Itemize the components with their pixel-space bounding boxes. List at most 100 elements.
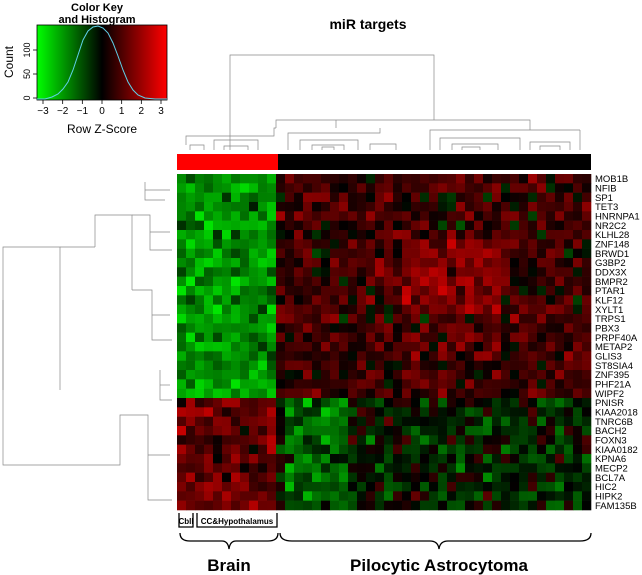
- heatmap-cell: [276, 230, 286, 240]
- heatmap-cell: [204, 370, 214, 380]
- heatmap-cell: [555, 472, 565, 483]
- heatmap-cell: [348, 379, 358, 389]
- heatmap-cell: [492, 174, 502, 184]
- heatmap-cell: [411, 304, 421, 315]
- heatmap-cell: [222, 472, 232, 483]
- heatmap-cell: [240, 416, 250, 427]
- heatmap-cell: [267, 426, 277, 436]
- heatmap-cell: [321, 454, 331, 464]
- heatmap-cell: [411, 370, 421, 380]
- heatmap-cell: [186, 351, 196, 361]
- heatmap-cell: [312, 379, 322, 389]
- chart-title: miR targets: [329, 16, 406, 32]
- heatmap-cell: [249, 183, 259, 193]
- heatmap-cell: [177, 248, 187, 259]
- heatmap-cell: [204, 174, 214, 184]
- heatmap-cell: [411, 388, 421, 399]
- heatmap-cell: [483, 435, 493, 445]
- heatmap-cell: [312, 220, 322, 231]
- heatmap-cell: [510, 286, 520, 296]
- heatmap-cell: [366, 500, 376, 511]
- heatmap-cell: [213, 211, 223, 221]
- heatmap-cell: [240, 248, 250, 259]
- color-key-x-tick-label: −3: [37, 106, 49, 117]
- column-group-colorbar: [177, 154, 591, 170]
- heatmap-cell: [348, 267, 358, 277]
- heatmap-cell: [357, 472, 367, 483]
- heatmap-cell: [357, 454, 367, 464]
- heatmap-cell: [582, 435, 592, 445]
- heatmap-cell: [312, 314, 322, 324]
- heatmap-cell: [492, 286, 502, 296]
- heatmap-cell: [474, 220, 484, 231]
- heatmap-cell: [510, 258, 520, 268]
- heatmap-cell: [330, 192, 340, 203]
- heatmap-cell: [519, 192, 529, 203]
- heatmap-cell: [429, 323, 439, 333]
- heatmap-cell: [231, 174, 241, 184]
- heatmap-cell: [375, 482, 385, 492]
- heatmap-cell: [519, 435, 529, 445]
- heatmap-cell: [231, 379, 241, 389]
- heatmap-cell: [276, 248, 286, 259]
- heatmap-cell: [465, 183, 475, 193]
- heatmap-cell: [384, 258, 394, 268]
- heatmap-cell: [438, 463, 448, 473]
- heatmap-cell: [303, 192, 313, 203]
- heatmap-cell: [420, 248, 430, 259]
- heatmap-cell: [465, 407, 475, 417]
- heatmap-cell: [285, 482, 295, 492]
- heatmap-cell: [177, 192, 187, 203]
- heatmap-cell: [339, 435, 349, 445]
- heatmap-cell: [330, 472, 340, 483]
- heatmap-cell: [555, 183, 565, 193]
- heatmap-cell: [582, 370, 592, 380]
- heatmap-cell: [384, 351, 394, 361]
- heatmap-cell: [321, 370, 331, 380]
- heatmap-cell: [339, 416, 349, 427]
- heatmap-cell: [429, 398, 439, 408]
- colorbar-pilocytic-astrocytoma: [278, 154, 591, 170]
- heatmap-cell: [258, 500, 268, 511]
- heatmap-cell: [285, 500, 295, 511]
- heatmap-cell: [321, 491, 331, 501]
- heatmap-cell: [375, 220, 385, 231]
- heatmap-cell: [375, 472, 385, 483]
- heatmap-cell: [231, 416, 241, 427]
- heatmap-cell: [393, 211, 403, 221]
- heatmap-cell: [483, 230, 493, 240]
- heatmap-cell: [456, 239, 466, 249]
- heatmap-cell: [267, 183, 277, 193]
- heatmap-cell: [402, 295, 412, 305]
- heatmap-cell: [483, 174, 493, 184]
- heatmap-cell: [546, 276, 556, 287]
- heatmap-cell: [582, 416, 592, 427]
- heatmap-cell: [177, 304, 187, 315]
- heatmap-cell: [402, 323, 412, 333]
- heatmap-cell: [195, 192, 205, 203]
- heatmap-cell: [276, 463, 286, 473]
- heatmap-cell: [474, 314, 484, 324]
- heatmap-cell: [519, 183, 529, 193]
- heatmap-cell: [411, 360, 421, 371]
- heatmap-cell: [357, 379, 367, 389]
- heatmap-cell: [483, 202, 493, 212]
- heatmap-cell: [330, 183, 340, 193]
- heatmap-cell: [339, 482, 349, 492]
- heatmap-cell: [276, 444, 286, 455]
- heatmap-cell: [357, 323, 367, 333]
- heatmap-cell: [321, 314, 331, 324]
- heatmap-cell: [582, 183, 592, 193]
- heatmap-cell: [222, 332, 232, 343]
- color-key-title-line1: Color Key: [71, 2, 124, 14]
- heatmap-cell: [240, 267, 250, 277]
- heatmap-cell: [177, 220, 187, 231]
- heatmap-cell: [573, 220, 583, 231]
- heatmap-cell: [465, 435, 475, 445]
- heatmap-cell: [483, 360, 493, 371]
- heatmap-cell: [177, 379, 187, 389]
- heatmap-cell: [213, 342, 223, 352]
- heatmap-cell: [447, 304, 457, 315]
- heatmap-cell: [510, 248, 520, 259]
- heatmap-cell: [402, 220, 412, 231]
